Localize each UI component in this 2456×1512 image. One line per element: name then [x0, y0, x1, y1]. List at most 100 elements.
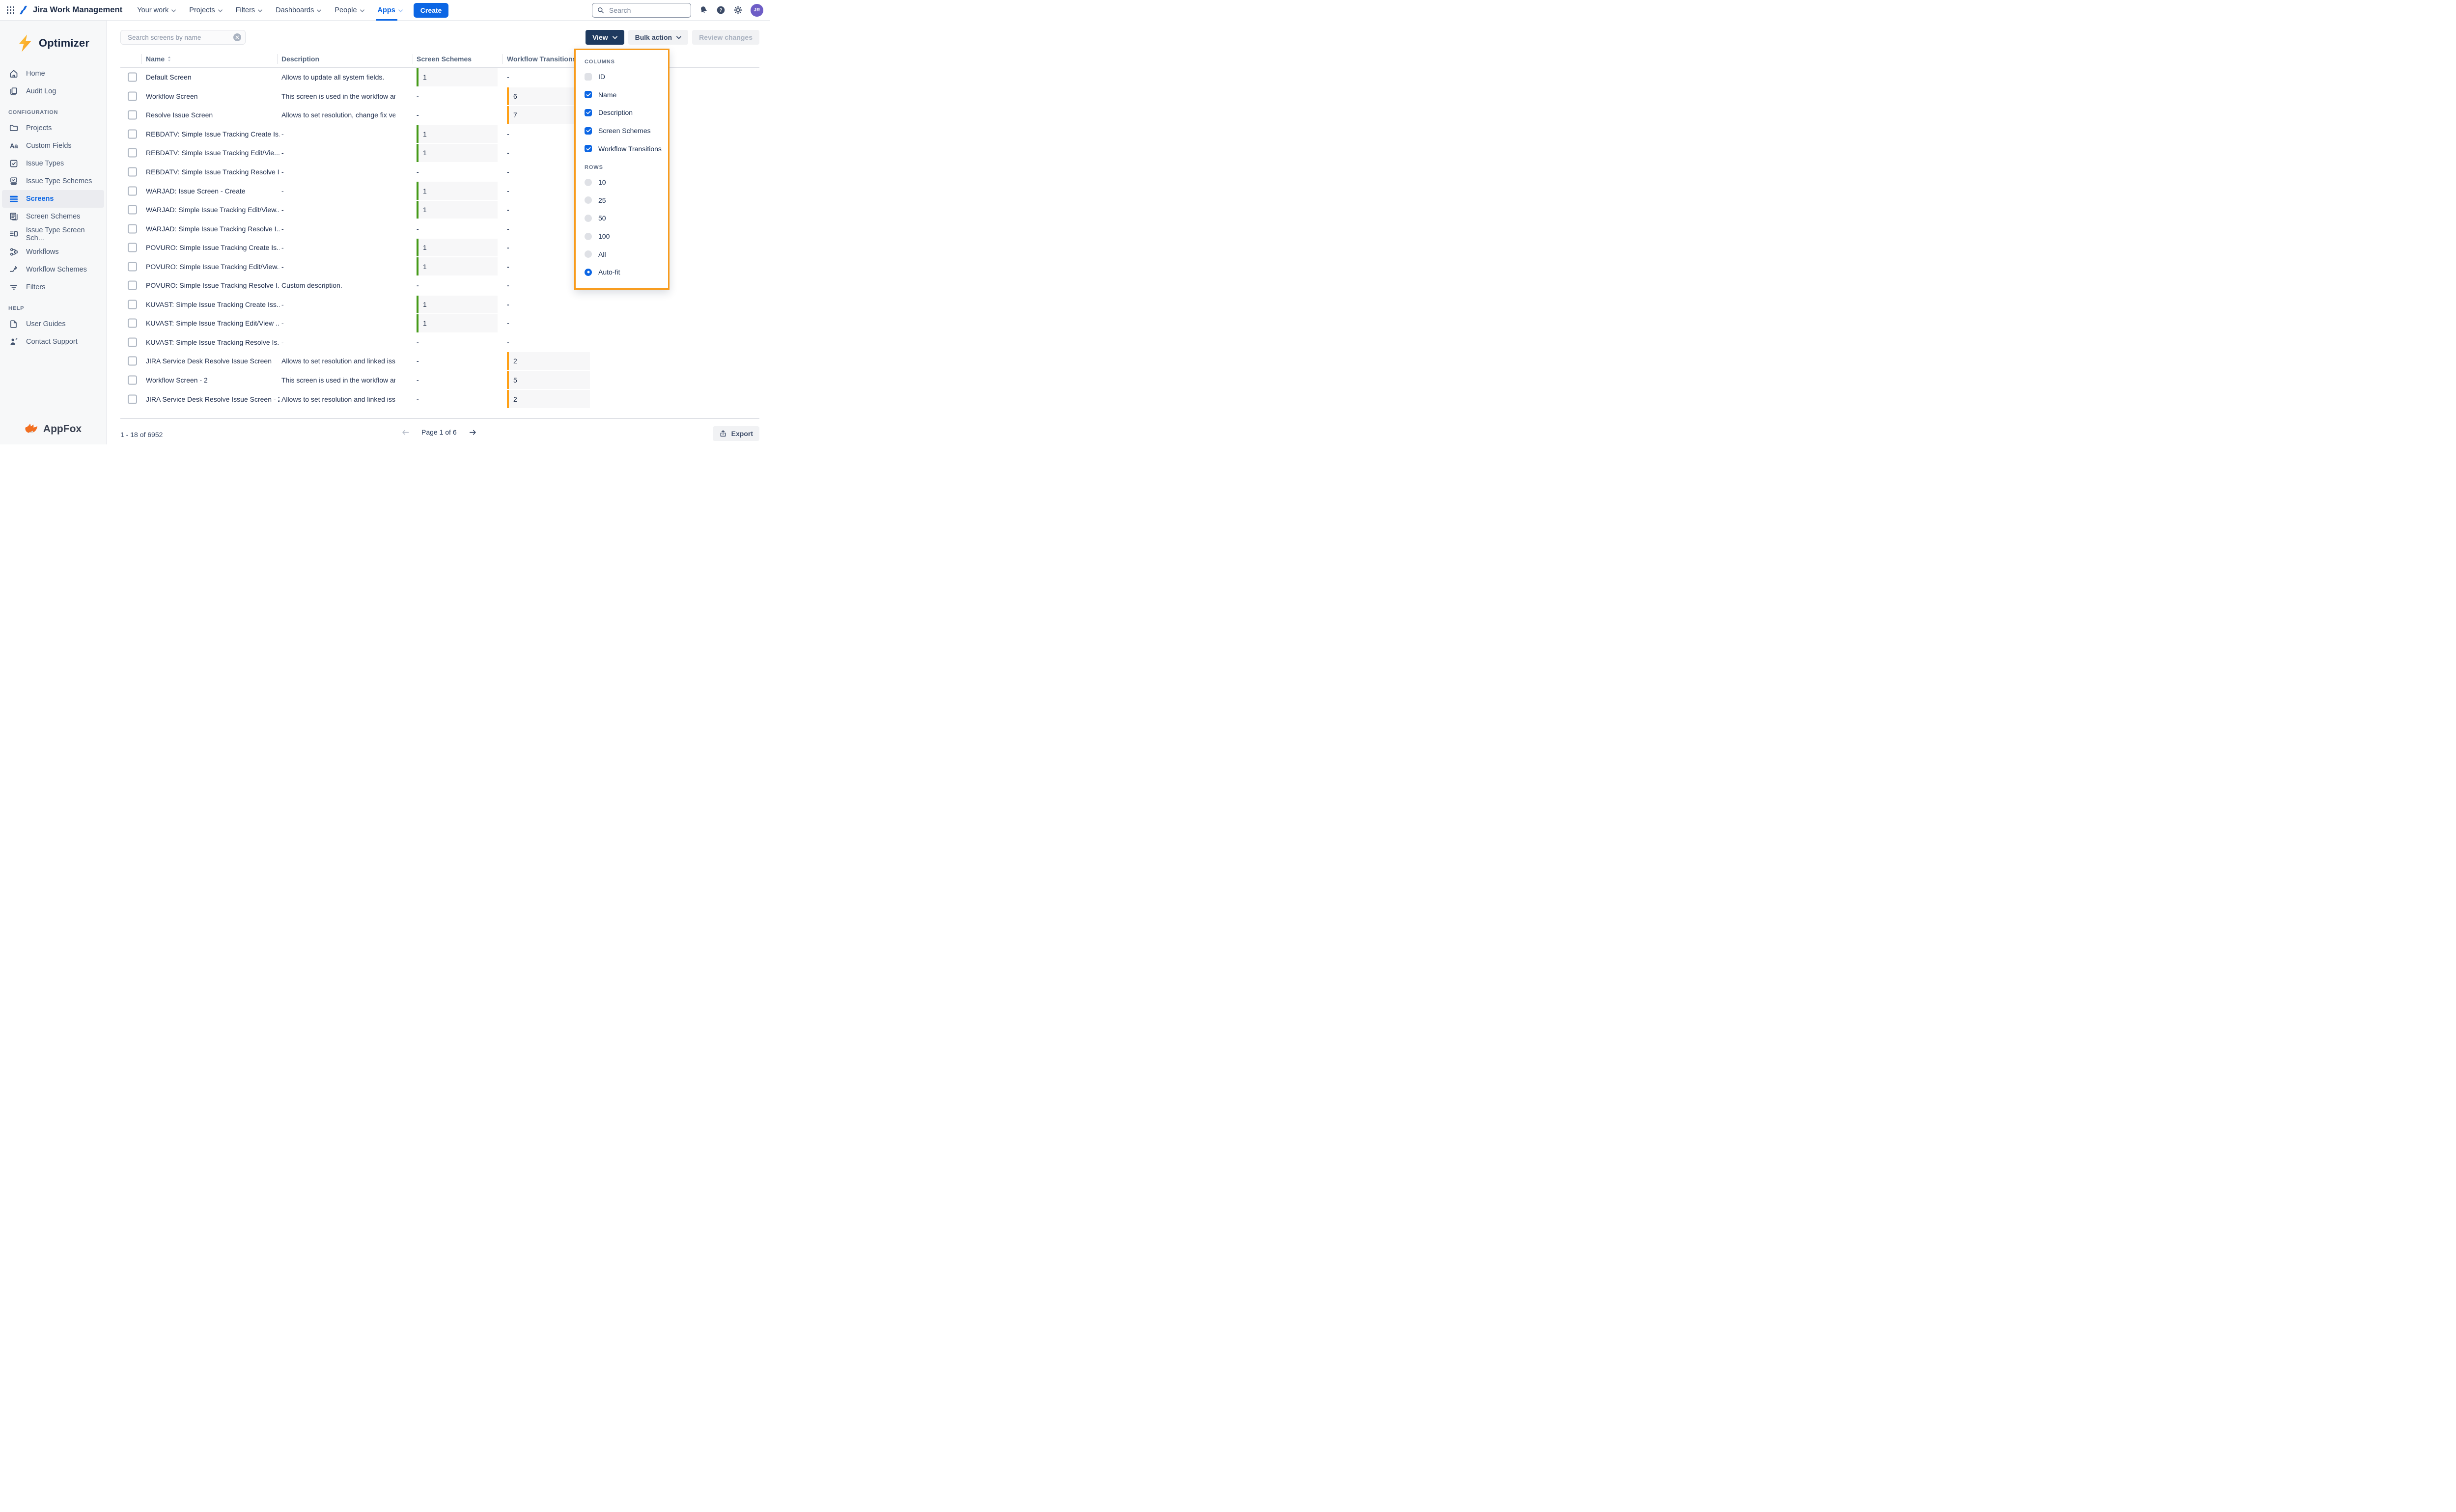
screen-name-cell[interactable]: Workflow Screen — [146, 92, 198, 100]
row-checkbox[interactable] — [128, 186, 137, 196]
row-checkbox[interactable] — [128, 375, 137, 385]
rows-option-100[interactable]: 100 — [585, 227, 668, 246]
jira-brand[interactable]: Jira Work Management — [19, 5, 122, 15]
clear-search-icon[interactable] — [233, 33, 241, 41]
screen-name-cell[interactable]: REBDATV: Simple Issue Tracking Resolve I… — [146, 168, 279, 176]
screen-name-cell[interactable]: Default Screen — [146, 73, 192, 82]
rows-option-10[interactable]: 10 — [585, 173, 668, 192]
rows-option-25[interactable]: 25 — [585, 192, 668, 210]
row-checkbox[interactable] — [128, 205, 137, 215]
column-option-screen-schemes[interactable]: Screen Schemes — [585, 122, 668, 140]
column-header-workflow-transitions[interactable]: Workflow Transitions — [507, 55, 577, 63]
row-checkbox[interactable] — [128, 72, 137, 82]
radio-icon[interactable] — [585, 232, 592, 240]
export-button[interactable]: Export — [712, 426, 759, 441]
screen-name-cell[interactable]: KUVAST: Simple Issue Tracking Edit/View … — [146, 319, 279, 328]
checked-checkbox-icon[interactable] — [585, 91, 592, 99]
screen-name-cell[interactable]: POVURO: Simple Issue Tracking Resolve I.… — [146, 281, 279, 290]
rows-option-50[interactable]: 50 — [585, 209, 668, 227]
column-option-workflow-transitions[interactable]: Workflow Transitions — [585, 139, 668, 158]
bulk-action-button[interactable]: Bulk action — [628, 30, 689, 45]
row-checkbox[interactable] — [128, 129, 137, 139]
sidebar-item-contact-support[interactable]: Contact Support — [2, 333, 104, 351]
row-checkbox[interactable] — [128, 356, 137, 366]
sidebar-item-audit-log[interactable]: Audit Log — [2, 82, 104, 100]
nav-item-dashboards[interactable]: Dashboards — [276, 0, 322, 21]
screen-name-cell[interactable]: WARJAD: Simple Issue Tracking Resolve I.… — [146, 224, 279, 233]
sidebar-item-issue-types[interactable]: Issue Types — [2, 155, 104, 172]
help-icon[interactable]: ? — [716, 5, 726, 15]
checked-checkbox-icon[interactable] — [585, 145, 592, 153]
column-separator[interactable] — [502, 54, 503, 64]
review-changes-button[interactable]: Review changes — [692, 30, 759, 45]
next-page-arrow-icon[interactable] — [469, 429, 477, 436]
nav-item-people[interactable]: People — [335, 0, 364, 21]
screen-name-cell[interactable]: Resolve Issue Screen — [146, 111, 213, 119]
view-button[interactable]: View — [585, 30, 624, 45]
row-checkbox[interactable] — [128, 110, 137, 120]
screen-name-cell[interactable]: REBDATV: Simple Issue Tracking Create Is… — [146, 130, 279, 138]
row-checkbox[interactable] — [128, 262, 137, 272]
checked-checkbox-icon[interactable] — [585, 109, 592, 116]
screen-name-cell[interactable]: WARJAD: Simple Issue Tracking Edit/View.… — [146, 206, 279, 214]
row-checkbox[interactable] — [128, 224, 137, 234]
nav-item-your-work[interactable]: Your work — [137, 0, 176, 21]
screen-name-cell[interactable]: WARJAD: Issue Screen - Create — [146, 187, 246, 195]
column-separator[interactable] — [277, 54, 278, 64]
settings-gear-icon[interactable] — [733, 5, 743, 15]
row-checkbox[interactable] — [128, 394, 137, 404]
screen-name-cell[interactable]: JIRA Service Desk Resolve Issue Screen — [146, 357, 272, 365]
checked-checkbox-icon[interactable] — [585, 127, 592, 135]
sidebar-item-screen-schemes[interactable]: Screen Schemes — [2, 208, 104, 225]
sidebar-item-workflows[interactable]: Workflows — [2, 243, 104, 261]
screen-name-cell[interactable]: REBDATV: Simple Issue Tracking Edit/Vie.… — [146, 149, 279, 157]
row-checkbox[interactable] — [128, 300, 137, 309]
nav-item-apps[interactable]: Apps — [376, 0, 403, 21]
row-checkbox[interactable] — [128, 337, 137, 347]
unchecked-checkbox-icon[interactable] — [585, 73, 592, 81]
column-header-description[interactable]: Description — [281, 55, 320, 63]
screens-search-input[interactable] — [127, 33, 233, 42]
rows-option-auto-fit[interactable]: Auto-fit — [585, 263, 668, 281]
column-option-description[interactable]: Description — [585, 104, 668, 122]
screen-name-cell[interactable]: POVURO: Simple Issue Tracking Edit/View.… — [146, 262, 279, 271]
screen-name-cell[interactable]: Workflow Screen - 2 — [146, 376, 208, 385]
radio-icon[interactable] — [585, 250, 592, 258]
row-checkbox[interactable] — [128, 280, 137, 290]
column-header-name[interactable]: Name — [146, 55, 171, 63]
sort-icon[interactable] — [167, 56, 171, 62]
row-checkbox[interactable] — [128, 318, 137, 328]
sidebar-item-projects[interactable]: Projects — [2, 119, 104, 137]
nav-item-projects[interactable]: Projects — [189, 0, 223, 21]
global-search-input[interactable] — [608, 5, 686, 15]
radio-icon[interactable] — [585, 214, 592, 222]
sidebar-item-custom-fields[interactable]: Aa Custom Fields — [2, 137, 104, 155]
screens-search[interactable] — [120, 30, 246, 45]
rows-option-all[interactable]: All — [585, 245, 668, 263]
row-checkbox[interactable] — [128, 243, 137, 252]
sidebar-item-issue-type-screen-sch[interactable]: Issue Type Screen Sch... — [2, 225, 104, 243]
row-checkbox[interactable] — [128, 91, 137, 101]
sidebar-item-user-guides[interactable]: User Guides — [2, 315, 104, 333]
sidebar-item-workflow-schemes[interactable]: Workflow Schemes — [2, 261, 104, 278]
app-switcher-icon[interactable] — [7, 6, 14, 14]
notifications-bell-icon[interactable] — [699, 5, 708, 15]
column-option-id[interactable]: ID — [585, 68, 668, 86]
screen-name-cell[interactable]: KUVAST: Simple Issue Tracking Create Iss… — [146, 300, 279, 308]
radio-icon[interactable] — [585, 178, 592, 186]
column-separator[interactable] — [141, 54, 142, 64]
selected-radio-icon[interactable] — [585, 268, 592, 276]
sidebar-item-filters[interactable]: Filters — [2, 278, 104, 296]
column-option-name[interactable]: Name — [585, 86, 668, 104]
radio-icon[interactable] — [585, 196, 592, 204]
screen-name-cell[interactable]: POVURO: Simple Issue Tracking Create Is.… — [146, 244, 279, 252]
previous-page-arrow-icon[interactable] — [401, 429, 410, 436]
user-avatar[interactable]: JR — [751, 3, 763, 17]
sidebar-item-home[interactable]: Home — [2, 65, 104, 82]
nav-item-filters[interactable]: Filters — [236, 0, 263, 21]
screen-name-cell[interactable]: KUVAST: Simple Issue Tracking Resolve Is… — [146, 338, 279, 346]
column-header-screen-schemes[interactable]: Screen Schemes — [417, 55, 472, 63]
sidebar-item-issue-type-schemes[interactable]: Issue Type Schemes — [2, 172, 104, 190]
global-search[interactable] — [592, 2, 691, 18]
create-button[interactable]: Create — [413, 2, 449, 18]
